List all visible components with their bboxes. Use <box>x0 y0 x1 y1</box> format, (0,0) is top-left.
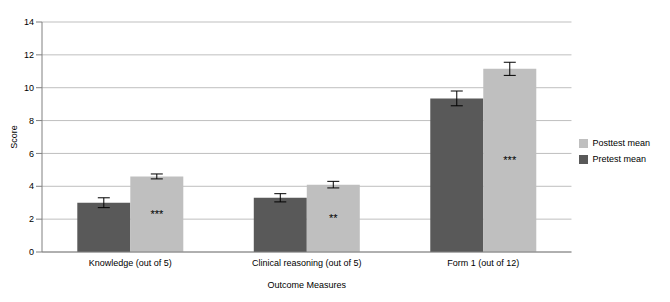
svg-text:2: 2 <box>29 214 34 224</box>
svg-text:Score: Score <box>9 125 19 149</box>
svg-text:***: *** <box>150 208 164 220</box>
svg-text:8: 8 <box>29 116 34 126</box>
svg-text:Knowledge (out of 5): Knowledge (out of 5) <box>89 258 172 268</box>
svg-text:6: 6 <box>29 149 34 159</box>
svg-text:***: *** <box>503 154 517 166</box>
svg-text:Outcome Measures: Outcome Measures <box>267 280 346 290</box>
svg-text:Clinical reasoning (out of 5): Clinical reasoning (out of 5) <box>252 258 362 268</box>
svg-text:4: 4 <box>29 181 34 191</box>
svg-text:12: 12 <box>24 50 34 60</box>
svg-text:14: 14 <box>24 17 34 27</box>
svg-text:10: 10 <box>24 83 34 93</box>
html-text:Pretest mean: Pretest mean <box>592 154 646 164</box>
svg-text:**: ** <box>329 212 338 224</box>
svg-text:Form 1 (out of 12): Form 1 (out of 12) <box>447 258 519 268</box>
svg-text:0: 0 <box>29 247 34 257</box>
html-text:Posttest mean: Posttest mean <box>592 138 650 148</box>
